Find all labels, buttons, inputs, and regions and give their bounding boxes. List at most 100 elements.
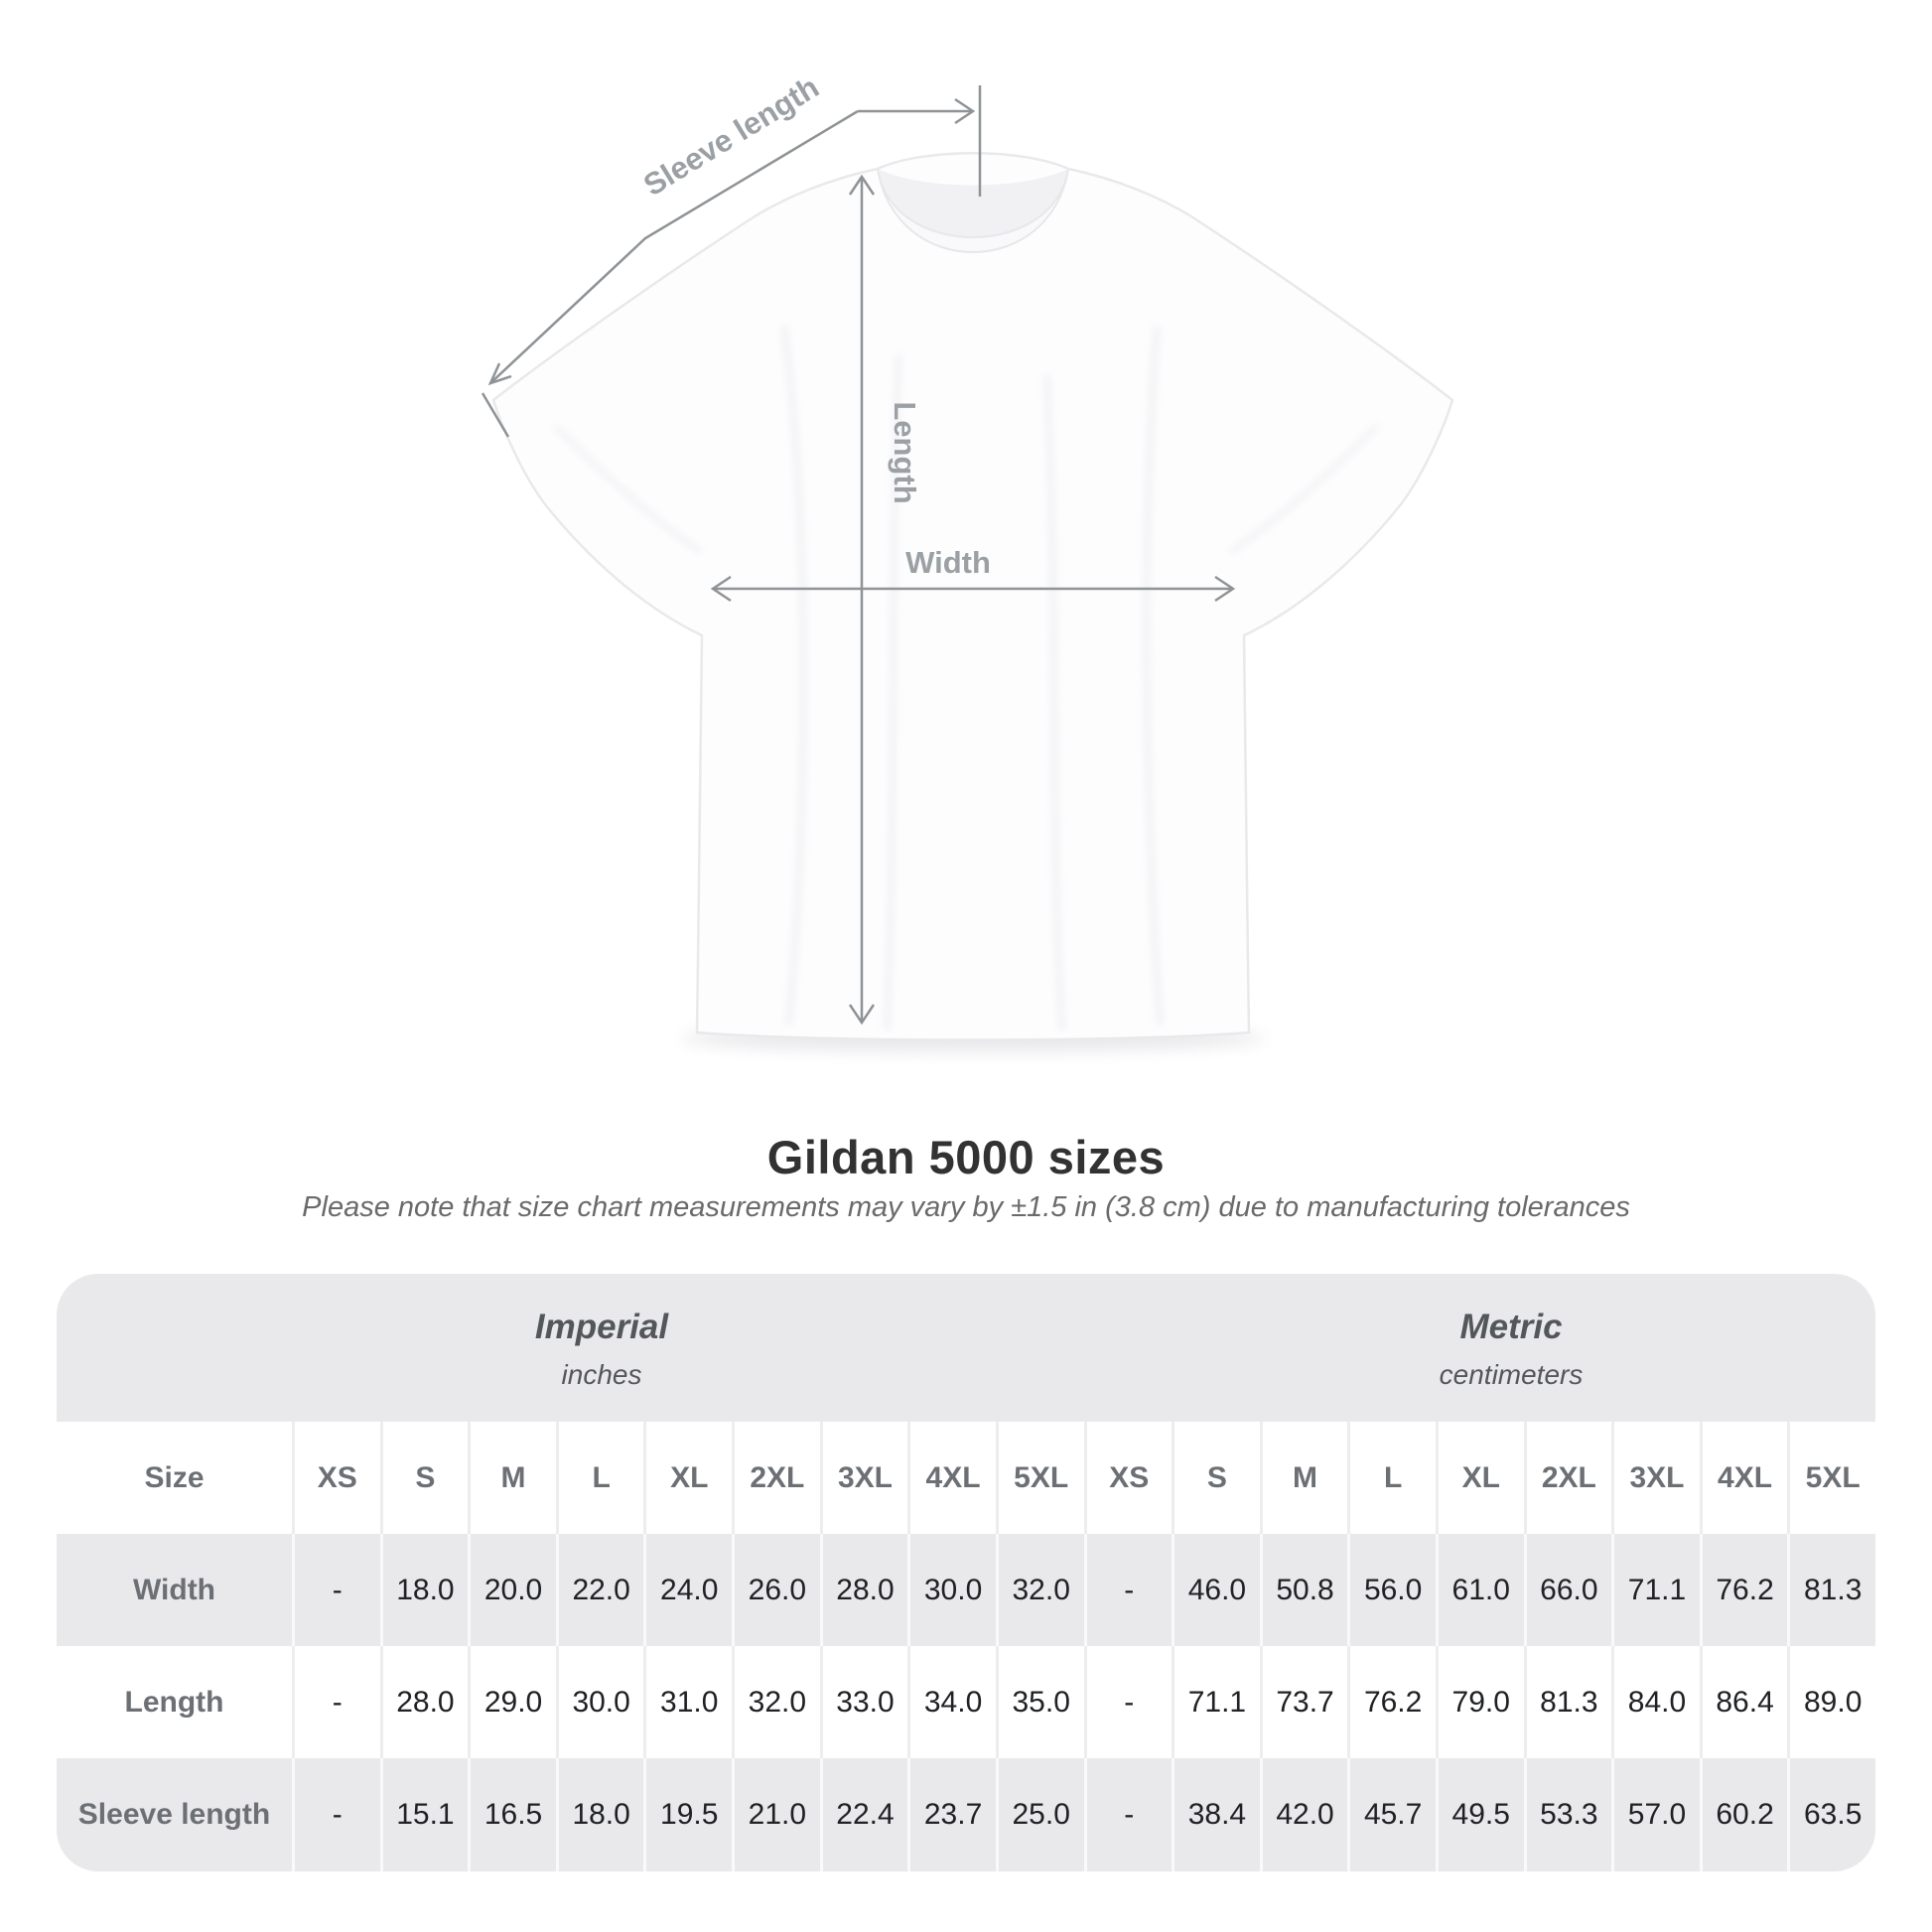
- value-cell: -: [1083, 1758, 1173, 1871]
- size-table: Imperial inches Metric centimeters Size …: [57, 1274, 1875, 1871]
- width-dimension-arrow: [710, 575, 1236, 603]
- value-cell: 31.0: [643, 1646, 732, 1758]
- length-row: Length - 28.0 29.0 30.0 31.0 32.0 33.0 3…: [57, 1646, 1875, 1758]
- page-title: Gildan 5000 sizes: [766, 1131, 1166, 1183]
- value-cell: 28.0: [379, 1646, 469, 1758]
- row-label: Sleeve length: [77, 1798, 271, 1831]
- value-cell: 63.5: [1787, 1758, 1875, 1871]
- sleeve-length-dimension-arrow: [481, 85, 982, 438]
- units-header-row: Imperial inches Metric centimeters: [57, 1274, 1875, 1422]
- value-cell: 32.0: [995, 1534, 1084, 1646]
- size-col-header: 4XL: [1699, 1422, 1788, 1534]
- value-cell: 35.0: [995, 1646, 1084, 1758]
- length-dimension-arrow: [848, 174, 876, 1026]
- collar-opening: [878, 169, 1068, 237]
- sleeve-length-label: Sleeve length: [637, 69, 825, 203]
- value-cell: 22.0: [555, 1534, 644, 1646]
- imperial-group-name: Imperial: [534, 1308, 669, 1346]
- value-cell: 24.0: [643, 1534, 732, 1646]
- size-col-header: XL: [1435, 1422, 1524, 1534]
- value-cell: 42.0: [1259, 1758, 1348, 1871]
- metric-group-header: Metric centimeters: [1147, 1308, 1875, 1391]
- value-cell: 53.3: [1523, 1758, 1612, 1871]
- size-col-header: S: [1172, 1422, 1260, 1534]
- metric-group-name: Metric: [1459, 1308, 1563, 1346]
- value-cell: -: [292, 1758, 380, 1871]
- size-col-header: M: [468, 1422, 556, 1534]
- value-cell: 81.3: [1523, 1646, 1612, 1758]
- value-cell: 30.0: [555, 1646, 644, 1758]
- sleeve-length-row: Sleeve length - 15.1 16.5 18.0 19.5 21.0…: [57, 1758, 1875, 1871]
- tolerance-note: Please note that size chart measurements…: [302, 1191, 1630, 1223]
- size-col-header: 5XL: [995, 1422, 1084, 1534]
- value-cell: 18.0: [379, 1534, 469, 1646]
- value-cell: 73.7: [1259, 1646, 1348, 1758]
- size-col-header: L: [1347, 1422, 1436, 1534]
- value-cell: 26.0: [732, 1534, 820, 1646]
- width-label: Width: [905, 545, 991, 580]
- size-col-header: S: [379, 1422, 469, 1534]
- value-cell: 60.2: [1699, 1758, 1788, 1871]
- row-label: Width: [132, 1573, 216, 1606]
- value-cell: 23.7: [907, 1758, 996, 1871]
- value-cell: 22.4: [819, 1758, 908, 1871]
- size-col-header: 3XL: [819, 1422, 908, 1534]
- value-cell: 38.4: [1172, 1758, 1260, 1871]
- value-cell: 45.7: [1347, 1758, 1436, 1871]
- value-cell: 66.0: [1523, 1534, 1612, 1646]
- size-header-label: Size: [144, 1460, 205, 1494]
- size-col-header: 5XL: [1787, 1422, 1875, 1534]
- size-col-header: 2XL: [732, 1422, 820, 1534]
- value-cell: 28.0: [819, 1534, 908, 1646]
- value-cell: 76.2: [1699, 1534, 1788, 1646]
- value-cell: 46.0: [1172, 1534, 1260, 1646]
- imperial-group-unit: inches: [561, 1359, 642, 1390]
- value-cell: 15.1: [379, 1758, 469, 1871]
- value-cell: 20.0: [468, 1534, 556, 1646]
- value-cell: 86.4: [1699, 1646, 1788, 1758]
- value-cell: 25.0: [995, 1758, 1084, 1871]
- width-row: Width - 18.0 20.0 22.0 24.0 26.0 28.0 30…: [57, 1534, 1875, 1646]
- value-cell: 71.1: [1172, 1646, 1260, 1758]
- metric-group-unit: centimeters: [1439, 1359, 1584, 1390]
- value-cell: 89.0: [1787, 1646, 1875, 1758]
- value-cell: 16.5: [468, 1758, 556, 1871]
- size-col-header: M: [1259, 1422, 1348, 1534]
- value-cell: 29.0: [468, 1646, 556, 1758]
- size-col-header: L: [555, 1422, 644, 1534]
- value-cell: 61.0: [1435, 1534, 1524, 1646]
- size-col-header: XS: [292, 1422, 380, 1534]
- value-cell: -: [1083, 1534, 1173, 1646]
- value-cell: 84.0: [1611, 1646, 1700, 1758]
- size-col-header: XS: [1083, 1422, 1173, 1534]
- tshirt-silhouette: [491, 152, 1454, 1041]
- value-cell: 57.0: [1611, 1758, 1700, 1871]
- value-cell: 76.2: [1347, 1646, 1436, 1758]
- tshirt-measurement-diagram: Sleeve length Length Width: [481, 69, 1454, 1051]
- collar-rib-band: [877, 168, 1069, 253]
- value-cell: 50.8: [1259, 1534, 1348, 1646]
- fabric-folds: [553, 325, 1379, 1031]
- tshirt-graphic: [491, 152, 1454, 1051]
- value-cell: 30.0: [907, 1534, 996, 1646]
- value-cell: 71.1: [1611, 1534, 1700, 1646]
- size-col-header: XL: [643, 1422, 732, 1534]
- size-col-header: 2XL: [1523, 1422, 1612, 1534]
- value-cell: 79.0: [1435, 1646, 1524, 1758]
- value-cell: 21.0: [732, 1758, 820, 1871]
- size-col-header: 3XL: [1611, 1422, 1700, 1534]
- value-cell: 56.0: [1347, 1534, 1436, 1646]
- value-cell: 49.5: [1435, 1758, 1524, 1871]
- value-cell: -: [292, 1646, 380, 1758]
- value-cell: 81.3: [1787, 1534, 1875, 1646]
- imperial-group-header: Imperial inches: [57, 1308, 1147, 1391]
- value-cell: -: [1083, 1646, 1173, 1758]
- value-cell: 32.0: [732, 1646, 820, 1758]
- length-label: Length: [888, 401, 922, 503]
- value-cell: 33.0: [819, 1646, 908, 1758]
- value-cell: 18.0: [555, 1758, 644, 1871]
- value-cell: 19.5: [643, 1758, 732, 1871]
- row-label: Length: [124, 1685, 224, 1719]
- size-header-row: Size XS S M L XL 2XL 3XL 4XL 5XL XS S M …: [57, 1422, 1875, 1534]
- size-col-header: 4XL: [907, 1422, 996, 1534]
